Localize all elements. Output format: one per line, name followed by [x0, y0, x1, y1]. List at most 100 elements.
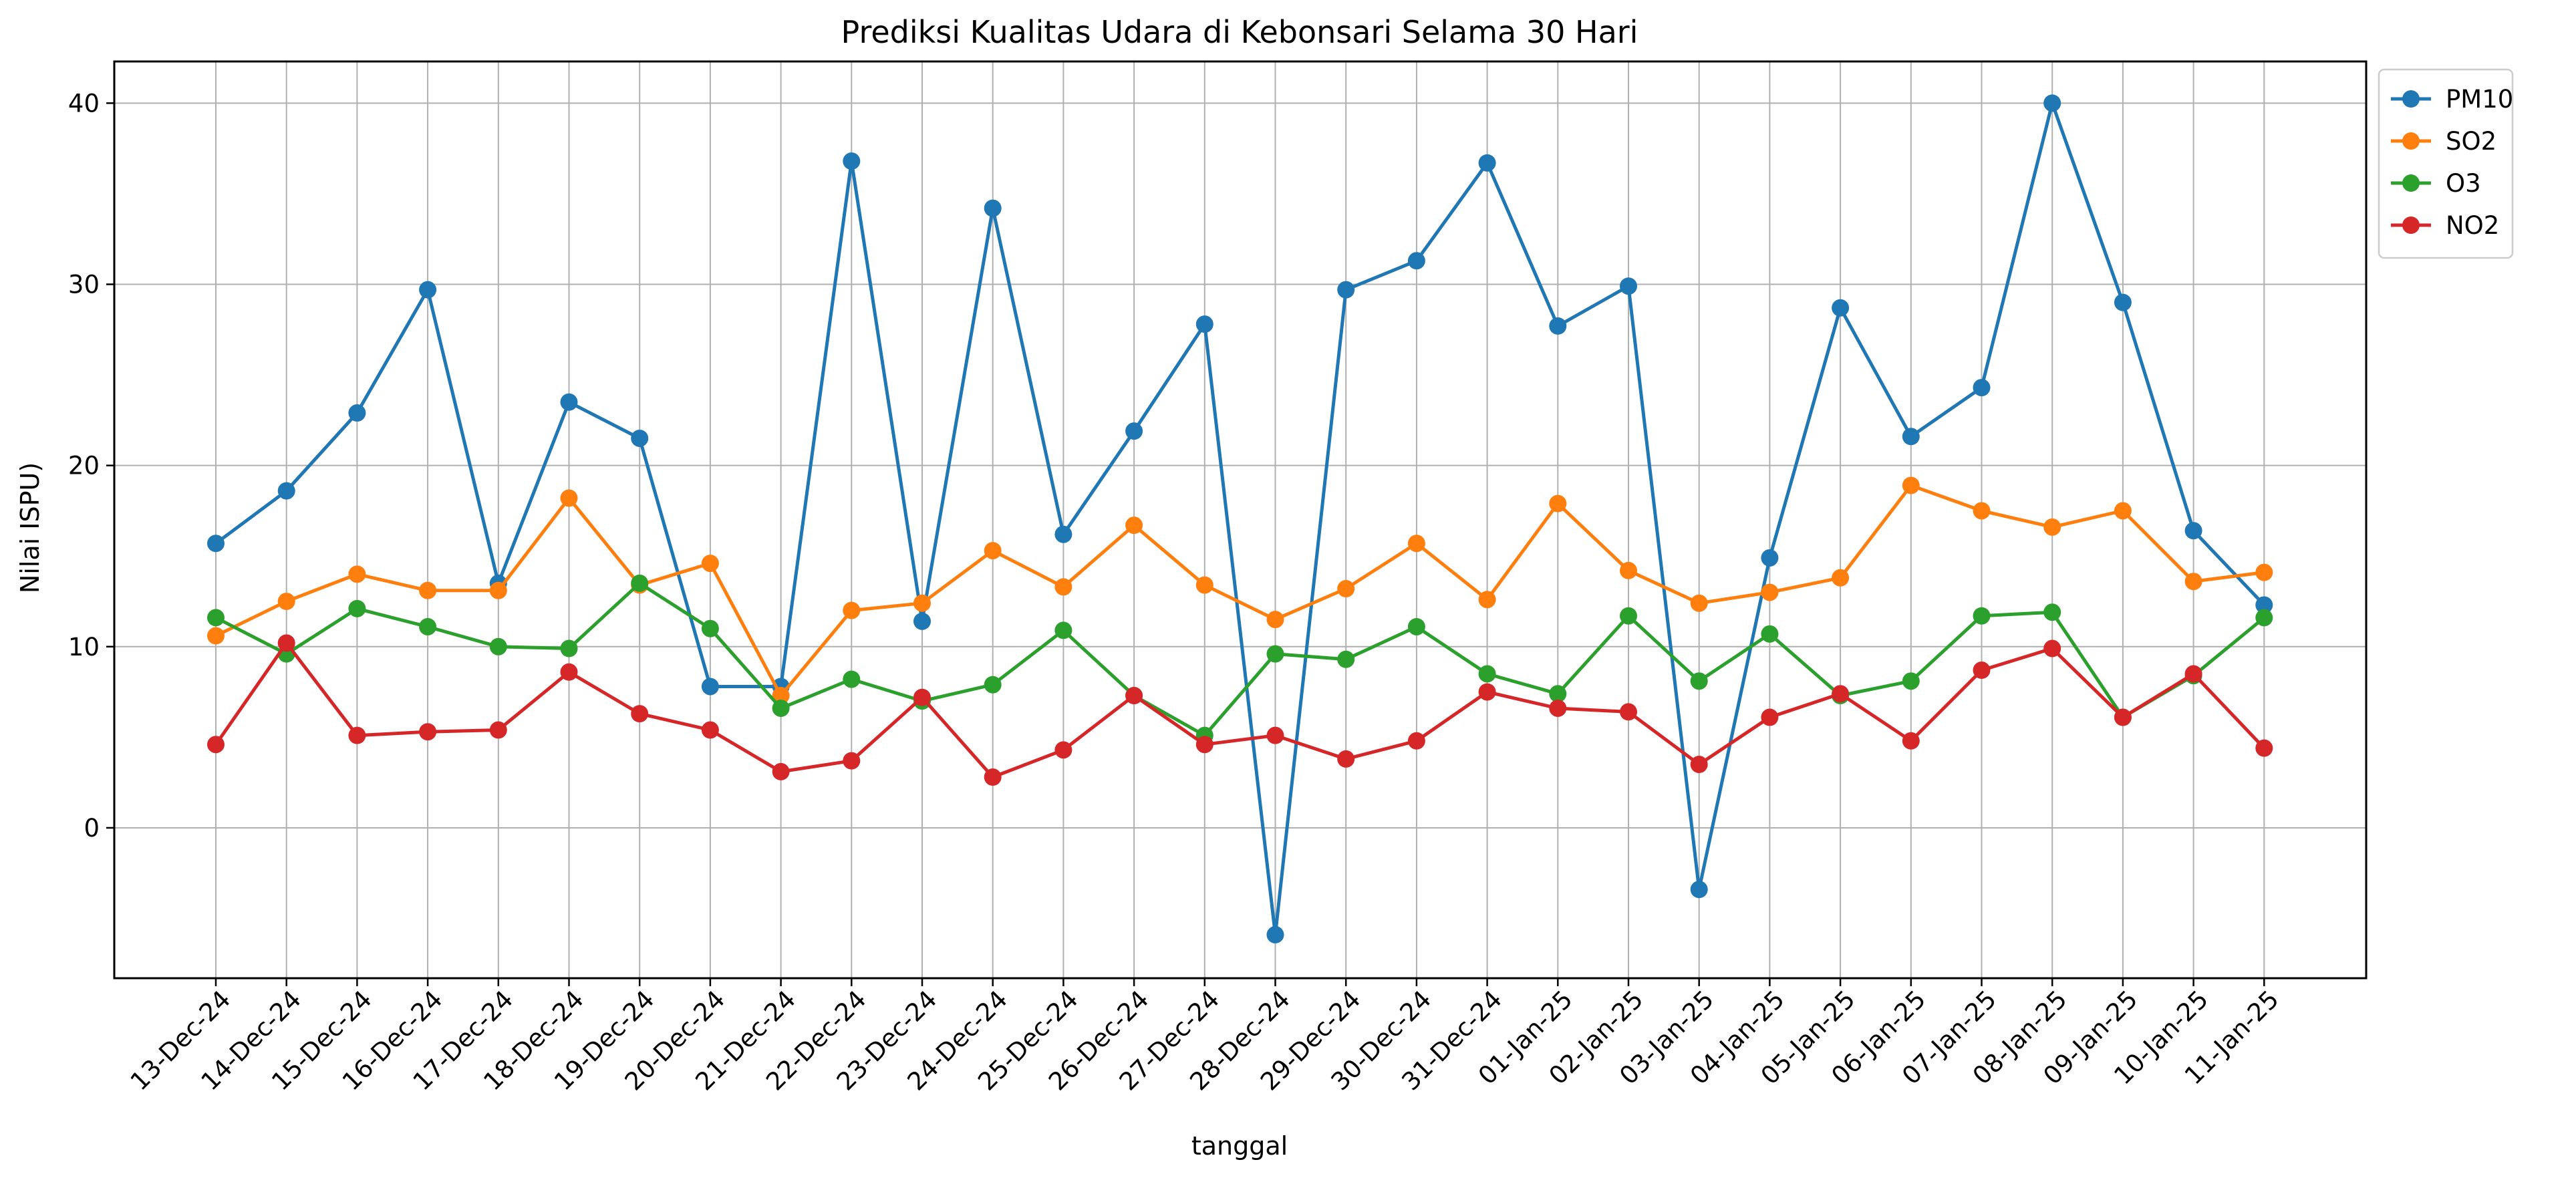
legend-item-no2: NO2 [2391, 211, 2499, 240]
data-point: PM10 04-Jan-25: 14.9 [1761, 549, 1779, 567]
data-point: PM10 19-Dec-24: 21.5 [631, 429, 649, 447]
data-point: PM10 23-Dec-24: 11.4 [913, 612, 931, 630]
data-point: SO2 31-Dec-24: 12.6 [1478, 591, 1496, 609]
data-point: NO2 26-Dec-24: 7.3 [1125, 687, 1143, 705]
data-point: SO2 10-Jan-25: 13.6 [2184, 573, 2202, 591]
data-point: NO2 07-Jan-25: 8.7 [1973, 661, 1991, 680]
legend-label: PM10 [2446, 85, 2513, 114]
data-point: O3 21-Dec-24: 6.6 [772, 699, 790, 717]
series-lines: PM10 13-Dec-24: 15.7 PM10 14-Dec-24: 18.6… [207, 94, 2273, 943]
data-point: O3 18-Dec-24: 9.9 [560, 639, 578, 657]
data-point: SO2 03-Jan-25: 12.4 [1690, 594, 1708, 612]
legend-box [2378, 68, 2514, 259]
data-point: NO2 15-Dec-24: 5.1 [348, 726, 366, 744]
data-point: O3 07-Jan-25: 11.7 [1973, 607, 1991, 625]
data-point: NO2 16-Dec-24: 5.3 [419, 723, 437, 741]
data-point: PM10 02-Jan-25: 29.9 [1620, 277, 1637, 295]
data-point: PM10 24-Dec-24: 34.2 [984, 199, 1002, 217]
data-point: SO2 22-Dec-24: 12 [843, 601, 861, 619]
data-point: NO2 18-Dec-24: 8.6 [560, 663, 578, 681]
y-tick-label: 30 [68, 271, 100, 299]
series-no2: NO2 13-Dec-24: 4.6 NO2 14-Dec-24: 10.2 NO2… [207, 634, 2273, 786]
grid-lines [114, 61, 2366, 978]
series-line [214, 484, 2265, 698]
data-point: PM10 18-Dec-24: 23.5 [560, 393, 578, 411]
data-point: NO2 27-Dec-24: 4.6 [1195, 736, 1213, 754]
legend-marker [2402, 90, 2420, 108]
data-point: O3 06-Jan-25: 8.1 [1902, 672, 1920, 690]
data-point: NO2 10-Jan-25: 8.5 [2184, 665, 2202, 683]
data-point: PM10 13-Dec-24: 15.7 [207, 535, 225, 553]
data-point: O3 16-Dec-24: 11.1 [419, 617, 437, 635]
legend-marker [2402, 216, 2420, 234]
x-axis-label: tanggal [1191, 1131, 1288, 1161]
data-point: SO2 20-Dec-24: 14.6 [701, 555, 719, 573]
data-point: O3 22-Dec-24: 8.2 [843, 670, 861, 688]
data-point: NO2 24-Dec-24: 2.8 [984, 768, 1002, 786]
data-point: SO2 14-Dec-24: 12.5 [277, 593, 295, 611]
data-point: SO2 06-Jan-25: 18.9 [1902, 476, 1920, 494]
data-point: SO2 25-Dec-24: 13.3 [1054, 578, 1072, 596]
data-point: PM10 01-Jan-25: 27.7 [1549, 317, 1567, 335]
data-point: O3 04-Jan-25: 10.7 [1761, 625, 1779, 643]
chart-title: Prediksi Kualitas Udara di Kebonsari Sel… [841, 14, 1638, 50]
data-point: NO2 02-Jan-25: 6.4 [1620, 703, 1637, 721]
y-axis-label: Nilai ISPU) [15, 462, 45, 593]
data-point: NO2 23-Dec-24: 7.2 [913, 688, 931, 706]
data-point: O3 17-Dec-24: 10 [489, 637, 507, 655]
data-point: O3 28-Dec-24: 9.6 [1266, 645, 1284, 663]
data-point: O3 19-Dec-24: 13.5 [631, 574, 649, 592]
data-point: SO2 17-Dec-24: 13.1 [489, 581, 507, 599]
data-point: NO2 31-Dec-24: 7.5 [1478, 683, 1496, 701]
data-point: SO2 04-Jan-25: 13 [1761, 583, 1779, 601]
data-point: SO2 24-Dec-24: 15.3 [984, 542, 1002, 560]
plot-frame [113, 60, 2368, 980]
data-point: SO2 21-Dec-24: 7.3 [772, 687, 790, 705]
data-point: SO2 28-Dec-24: 11.5 [1266, 611, 1284, 629]
data-point: NO2 13-Dec-24: 4.6 [207, 736, 225, 754]
data-point: NO2 04-Jan-25: 6.1 [1761, 708, 1779, 726]
data-point: O3 15-Dec-24: 12.1 [348, 599, 366, 617]
data-point: PM10 27-Dec-24: 27.8 [1195, 315, 1213, 333]
legend-marker [2402, 132, 2420, 150]
data-point: PM10 15-Dec-24: 22.9 [348, 404, 366, 422]
data-point: O3 25-Dec-24: 10.9 [1054, 621, 1072, 639]
data-point: SO2 23-Dec-24: 12.4 [913, 594, 931, 612]
y-tick-label: 10 [68, 633, 100, 661]
data-point: SO2 08-Jan-25: 16.6 [2043, 518, 2061, 536]
data-point: O3 13-Dec-24: 11.6 [207, 609, 225, 627]
data-point: PM10 28-Dec-24: -5.9 [1266, 925, 1284, 943]
data-point: SO2 05-Jan-25: 13.8 [1832, 569, 1850, 587]
data-point: SO2 01-Jan-25: 17.9 [1549, 494, 1567, 512]
data-point: O3 11-Jan-25: 11.6 [2255, 609, 2273, 627]
data-point: NO2 09-Jan-25: 6.1 [2114, 708, 2132, 726]
legend-label: O3 [2446, 169, 2481, 198]
data-point: O3 20-Dec-24: 11 [701, 619, 719, 637]
data-point: SO2 11-Jan-25: 14.1 [2255, 563, 2273, 581]
data-point: NO2 30-Dec-24: 4.8 [1407, 732, 1425, 750]
data-point: PM10 08-Jan-25: 40 [2043, 94, 2061, 112]
data-point: PM10 16-Dec-24: 29.7 [419, 281, 437, 299]
data-point: SO2 15-Dec-24: 14 [348, 565, 366, 583]
data-point: NO2 17-Dec-24: 5.4 [489, 721, 507, 739]
data-point: PM10 06-Jan-25: 21.6 [1902, 428, 1920, 446]
y-tick-label: 0 [84, 814, 100, 843]
data-point: O3 08-Jan-25: 11.9 [2043, 603, 2061, 621]
data-point: NO2 08-Jan-25: 9.9 [2043, 639, 2061, 657]
data-point: SO2 29-Dec-24: 13.2 [1337, 580, 1355, 598]
data-point: NO2 28-Dec-24: 5.1 [1266, 726, 1284, 744]
data-point: PM10 09-Jan-25: 29 [2114, 293, 2132, 311]
data-point: NO2 05-Jan-25: 7.4 [1832, 685, 1850, 703]
data-point: PM10 25-Dec-24: 16.2 [1054, 525, 1072, 543]
data-point: NO2 19-Dec-24: 6.3 [631, 705, 649, 723]
data-point: NO2 22-Dec-24: 3.7 [843, 752, 861, 770]
data-point: PM10 07-Jan-25: 24.3 [1973, 379, 1991, 397]
data-point: PM10 10-Jan-25: 16.4 [2184, 522, 2202, 540]
data-point: NO2 21-Dec-24: 3.1 [772, 762, 790, 780]
data-point: SO2 16-Dec-24: 13.1 [419, 581, 437, 599]
y-tick-label: 20 [68, 452, 100, 480]
legend-label: SO2 [2446, 127, 2496, 156]
legend-label: NO2 [2446, 211, 2499, 240]
data-point: NO2 06-Jan-25: 4.8 [1902, 732, 1920, 750]
